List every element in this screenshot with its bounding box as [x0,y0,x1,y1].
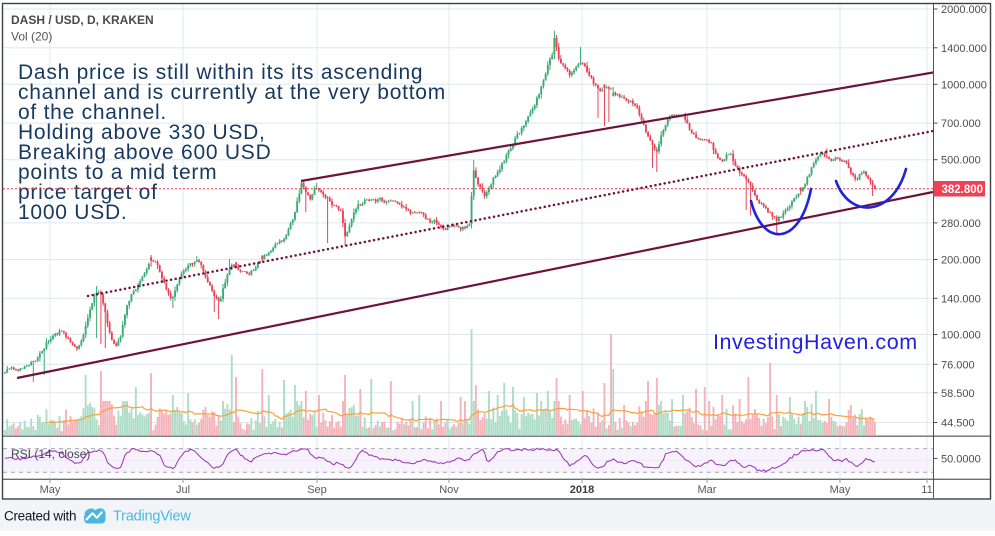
svg-text:RSI (14, close): RSI (14, close) [11,447,90,461]
svg-text:DASH / USD, D, KRAKEN: DASH / USD, D, KRAKEN [11,13,154,27]
svg-text:44.500: 44.500 [941,418,975,430]
svg-text:2000.000: 2000.000 [941,4,987,16]
svg-text:channel and is currently at th: channel and is currently at the very bot… [18,81,446,104]
svg-text:InvestingHaven.com: InvestingHaven.com [713,330,918,354]
svg-text:2018: 2018 [570,484,594,496]
svg-text:58.500: 58.500 [941,388,975,400]
svg-text:price target of: price target of [18,181,158,204]
svg-text:382.800: 382.800 [942,184,984,196]
svg-text:Jul: Jul [176,484,190,496]
svg-text:May: May [40,484,61,496]
svg-text:1000.000: 1000.000 [941,79,987,91]
svg-text:280.000: 280.000 [941,218,981,230]
svg-text:Sep: Sep [307,484,327,496]
svg-text:Nov: Nov [439,484,459,496]
svg-text:500.000: 500.000 [941,155,981,167]
svg-text:Mar: Mar [698,484,717,496]
svg-text:of the channel.: of the channel. [18,101,167,124]
svg-text:May: May [830,484,851,496]
svg-text:TradingView: TradingView [113,509,191,525]
svg-text:points to a mid term: points to a mid term [18,161,217,184]
svg-text:200.000: 200.000 [941,255,981,267]
svg-text:1400.000: 1400.000 [941,43,987,55]
svg-text:Holding above 330 USD,: Holding above 330 USD, [18,121,266,144]
svg-text:11: 11 [921,484,932,496]
svg-text:Dash price is still within its: Dash price is still within its its ascen… [18,61,423,84]
svg-text:76.000: 76.000 [941,359,975,371]
svg-text:50.0000: 50.0000 [941,453,981,465]
svg-text:Vol (20): Vol (20) [11,30,52,44]
svg-text:1000 USD.: 1000 USD. [18,201,127,224]
svg-text:700.000: 700.000 [941,118,981,130]
svg-text:Created with: Created with [4,509,76,524]
svg-text:140.000: 140.000 [941,293,981,305]
svg-text:100.000: 100.000 [941,330,981,342]
svg-text:Breaking above 600 USD: Breaking above 600 USD [18,141,271,164]
